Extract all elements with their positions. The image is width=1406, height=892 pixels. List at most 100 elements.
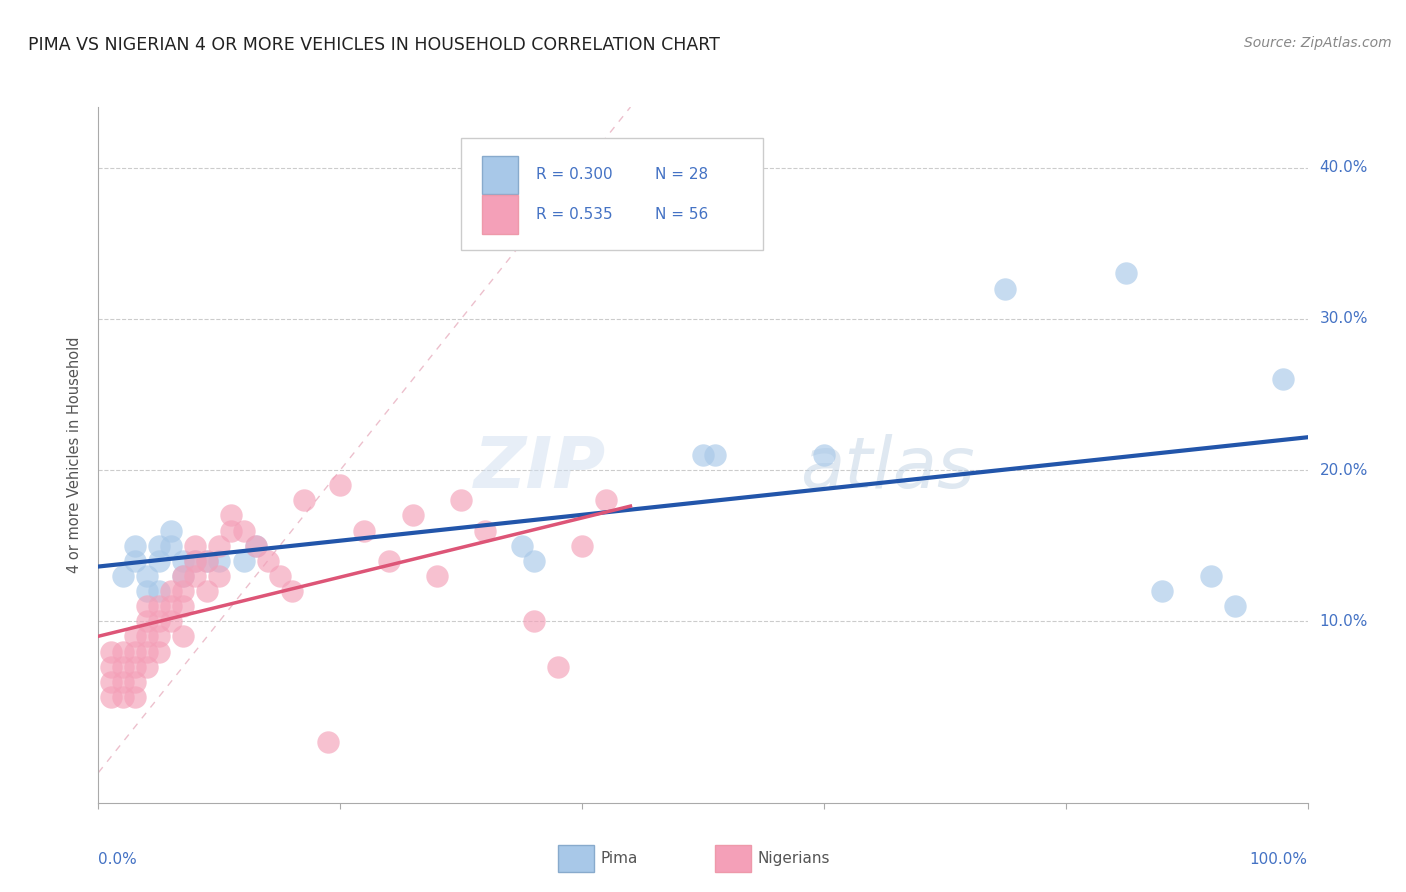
- Point: [111, 644, 134, 658]
- Point: [353, 524, 375, 538]
- Point: [208, 569, 231, 583]
- Point: [100, 659, 122, 673]
- Point: [135, 644, 157, 658]
- Point: [148, 554, 170, 568]
- Text: Nigerians: Nigerians: [758, 851, 830, 866]
- Point: [135, 584, 157, 599]
- Point: [135, 615, 157, 629]
- Point: [111, 569, 134, 583]
- Point: [195, 584, 218, 599]
- Point: [124, 539, 146, 553]
- Point: [160, 539, 183, 553]
- FancyBboxPatch shape: [461, 138, 763, 250]
- Point: [160, 599, 183, 614]
- Point: [1223, 599, 1246, 614]
- Point: [195, 554, 218, 568]
- Point: [148, 644, 170, 658]
- Point: [813, 448, 835, 462]
- Point: [474, 524, 496, 538]
- Text: PIMA VS NIGERIAN 4 OR MORE VEHICLES IN HOUSEHOLD CORRELATION CHART: PIMA VS NIGERIAN 4 OR MORE VEHICLES IN H…: [28, 36, 720, 54]
- Point: [402, 508, 425, 523]
- Point: [124, 674, 146, 689]
- Point: [124, 690, 146, 704]
- Point: [232, 554, 254, 568]
- Point: [281, 584, 304, 599]
- Point: [704, 448, 727, 462]
- Point: [221, 524, 243, 538]
- Point: [221, 508, 243, 523]
- Point: [148, 599, 170, 614]
- Point: [172, 599, 194, 614]
- Point: [160, 615, 183, 629]
- Text: 40.0%: 40.0%: [1320, 160, 1368, 175]
- Point: [135, 569, 157, 583]
- Point: [1199, 569, 1222, 583]
- Point: [184, 569, 207, 583]
- Point: [245, 539, 267, 553]
- Bar: [482, 156, 517, 194]
- Text: 0.0%: 0.0%: [98, 852, 138, 866]
- Point: [523, 554, 546, 568]
- Point: [195, 554, 218, 568]
- Point: [292, 493, 315, 508]
- Point: [184, 554, 207, 568]
- Text: 10.0%: 10.0%: [1320, 614, 1368, 629]
- Point: [100, 644, 122, 658]
- Point: [172, 569, 194, 583]
- Point: [124, 629, 146, 643]
- Point: [269, 569, 291, 583]
- Point: [124, 644, 146, 658]
- Point: [160, 524, 183, 538]
- Point: [377, 554, 399, 568]
- Point: [111, 659, 134, 673]
- Point: [172, 569, 194, 583]
- Text: Pima: Pima: [600, 851, 637, 866]
- Point: [160, 584, 183, 599]
- Point: [100, 674, 122, 689]
- Bar: [482, 195, 517, 234]
- Point: [135, 659, 157, 673]
- Point: [595, 493, 617, 508]
- Point: [232, 524, 254, 538]
- Point: [208, 554, 231, 568]
- Point: [994, 281, 1017, 295]
- Point: [1115, 267, 1137, 281]
- Point: [124, 659, 146, 673]
- Point: [148, 539, 170, 553]
- Point: [148, 615, 170, 629]
- Point: [100, 690, 122, 704]
- Text: R = 0.300: R = 0.300: [536, 168, 613, 182]
- Text: N = 56: N = 56: [655, 207, 707, 222]
- Point: [329, 478, 352, 492]
- Point: [135, 629, 157, 643]
- Point: [316, 735, 339, 749]
- Point: [692, 448, 714, 462]
- Point: [1272, 372, 1295, 386]
- Text: ZIP: ZIP: [474, 434, 606, 503]
- Text: R = 0.535: R = 0.535: [536, 207, 613, 222]
- Text: 30.0%: 30.0%: [1320, 311, 1368, 326]
- Point: [450, 493, 472, 508]
- Bar: [558, 845, 595, 872]
- Text: N = 28: N = 28: [655, 168, 707, 182]
- Text: atlas: atlas: [800, 434, 974, 503]
- Point: [184, 539, 207, 553]
- Point: [148, 629, 170, 643]
- Point: [111, 690, 134, 704]
- Point: [256, 554, 278, 568]
- Point: [523, 615, 546, 629]
- Point: [184, 554, 207, 568]
- Point: [1152, 584, 1174, 599]
- Point: [426, 569, 449, 583]
- Point: [172, 554, 194, 568]
- Point: [172, 629, 194, 643]
- Point: [135, 599, 157, 614]
- Point: [172, 584, 194, 599]
- Bar: [716, 845, 751, 872]
- Point: [148, 584, 170, 599]
- Point: [124, 554, 146, 568]
- Text: Source: ZipAtlas.com: Source: ZipAtlas.com: [1244, 36, 1392, 50]
- Point: [571, 539, 593, 553]
- Point: [111, 674, 134, 689]
- Y-axis label: 4 or more Vehicles in Household: 4 or more Vehicles in Household: [67, 336, 83, 574]
